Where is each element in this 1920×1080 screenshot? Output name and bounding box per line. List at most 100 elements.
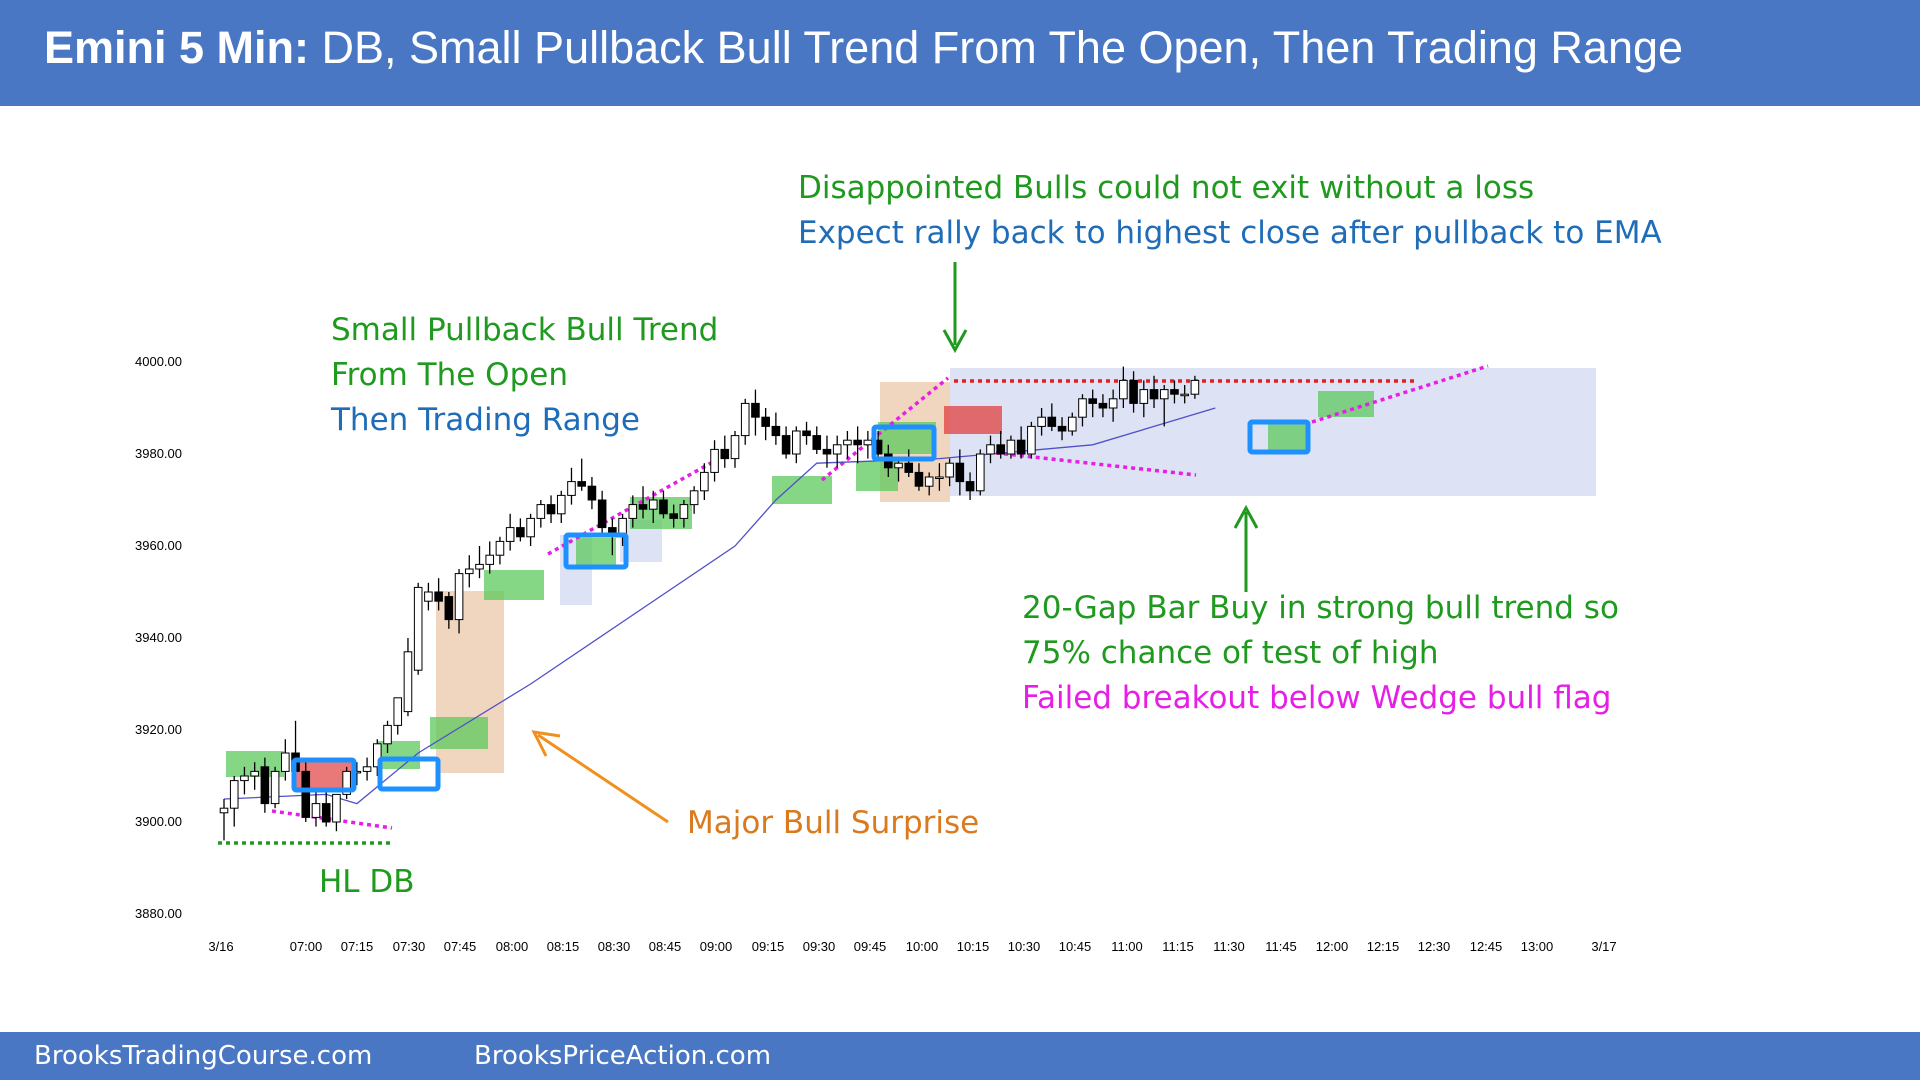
- overlay-boxes: [291, 419, 1311, 793]
- y-tick-label: 3940.00: [135, 630, 182, 645]
- x-tick-label: 09:00: [700, 939, 733, 954]
- candle-body-71: [945, 462, 954, 478]
- axis-labels: 4000.00 3980.00 3960.00 3940.00 3920.00 3900.…: [135, 354, 1617, 954]
- candle-body-5: [270, 770, 280, 805]
- candle-body-25: [475, 563, 484, 570]
- candle-body-33: [556, 494, 566, 515]
- ema-20-line: [223, 407, 1216, 805]
- x-tick-label: 11:15: [1162, 939, 1194, 954]
- candle-body-57: [802, 430, 811, 437]
- candle-body-22: [444, 596, 454, 621]
- x-tick-label: 10:45: [1059, 939, 1092, 954]
- y-tick-label: 3920.00: [135, 722, 182, 737]
- green-box-1: [378, 741, 420, 769]
- arrow-orange-head: [531, 730, 561, 757]
- candle-body-16: [383, 724, 392, 745]
- footer-left-link[interactable]: BrooksTradingCourse.com: [34, 1041, 373, 1071]
- magenta-line-wedge-flag: [987, 450, 1197, 477]
- candle-body-94: [1180, 393, 1189, 397]
- candle-body-45: [679, 504, 689, 519]
- green-box-3: [484, 570, 544, 600]
- candle-body-17: [393, 697, 403, 726]
- candle-body-41: [638, 504, 648, 510]
- candle-body-92: [1159, 389, 1169, 400]
- candle-body-80: [1037, 416, 1046, 427]
- candle-body-37: [597, 499, 607, 529]
- candle-body-42: [648, 499, 658, 510]
- signal-box-1: [377, 756, 441, 792]
- x-tick-label: 07:15: [341, 939, 374, 954]
- candle-body-38: [608, 527, 617, 533]
- x-tick-label: 11:30: [1213, 939, 1245, 954]
- header-bar: Emini 5 Min: DB, Small Pullback Bull Tre…: [0, 0, 1920, 106]
- x-tick-label: 10:15: [957, 939, 990, 954]
- candle-body-8: [301, 770, 311, 818]
- candle-body-74: [975, 453, 985, 492]
- candle-body-79: [1027, 425, 1036, 455]
- arrow-up-head: [1233, 504, 1259, 529]
- footer-right-link[interactable]: BrooksPriceAction.com: [474, 1041, 772, 1071]
- candle-body-1: [229, 780, 239, 809]
- candle-body-51: [740, 402, 750, 437]
- x-tick-label: 3/16: [208, 939, 233, 954]
- candles: [219, 366, 1200, 841]
- candle-body-21: [434, 591, 443, 602]
- candle-body-61: [843, 439, 852, 446]
- x-tick-label: 09:30: [803, 939, 836, 954]
- candle-body-0: [219, 807, 229, 814]
- candle-body-87: [1108, 398, 1118, 409]
- candle-body-50: [730, 435, 740, 460]
- y-tick-label: 3900.00: [135, 814, 182, 829]
- candle-body-69: [924, 476, 934, 487]
- ema-line: [223, 407, 1216, 805]
- candle-body-29: [516, 527, 525, 538]
- x-tick-label: 09:45: [854, 939, 887, 954]
- candle-body-20: [424, 591, 433, 602]
- magenta-line-db: [271, 809, 393, 830]
- x-tick-label: 10:30: [1008, 939, 1041, 954]
- candle-body-24: [464, 568, 474, 575]
- x-tick-label: 08:30: [598, 939, 631, 954]
- candle-body-34: [567, 481, 576, 496]
- candle-body-91: [1149, 389, 1159, 400]
- annotation-failed-breakout: Failed breakout below Wedge bull flag: [1022, 680, 1612, 716]
- annotation-trading-range: Then Trading Range: [331, 402, 641, 438]
- candle-body-32: [546, 504, 556, 515]
- candle-body-75: [986, 444, 995, 455]
- candle-body-82: [1057, 425, 1067, 432]
- candle-body-81: [1047, 416, 1057, 427]
- candle-body-53: [761, 416, 770, 427]
- candle-body-23: [454, 573, 464, 621]
- annotation-major-bull-surprise: Major Bull Surprise: [687, 805, 980, 841]
- x-tick-label: 12:30: [1418, 939, 1451, 954]
- candle-body-3: [250, 770, 259, 777]
- signal-box-0: [291, 757, 357, 793]
- candle-body-18: [403, 651, 413, 713]
- arrow-orange-shaft: [537, 733, 669, 824]
- signal-box-3: [871, 424, 937, 462]
- candle-body-77: [1006, 439, 1016, 455]
- candle-body-73: [965, 481, 975, 492]
- title-bold: Emini 5 Min:: [44, 22, 310, 73]
- annotation-test-high: 75% chance of test of high: [1022, 635, 1439, 671]
- x-tick-label: 08:15: [547, 939, 580, 954]
- candle-body-52: [751, 402, 760, 418]
- annotation-disappointed-bulls: Disappointed Bulls could not exit withou…: [798, 170, 1535, 206]
- green-box-9: [1268, 424, 1308, 450]
- x-tick-label: 09:15: [752, 939, 785, 954]
- candle-body-43: [659, 499, 668, 515]
- candle-body-68: [914, 471, 924, 487]
- candle-body-70: [935, 476, 944, 479]
- candle-body-6: [281, 752, 290, 772]
- candle-body-93: [1170, 389, 1179, 395]
- candle-body-15: [373, 743, 382, 768]
- candle-body-66: [894, 462, 903, 469]
- candle-body-89: [1129, 379, 1138, 404]
- x-tick-label: 08:45: [649, 939, 682, 954]
- candle-body-83: [1067, 416, 1077, 432]
- x-tick-label: 12:00: [1316, 939, 1349, 954]
- candle-body-30: [526, 517, 535, 538]
- candle-body-90: [1139, 389, 1149, 404]
- candle-body-4: [260, 766, 270, 805]
- annotation-from-open: From The Open: [331, 357, 568, 393]
